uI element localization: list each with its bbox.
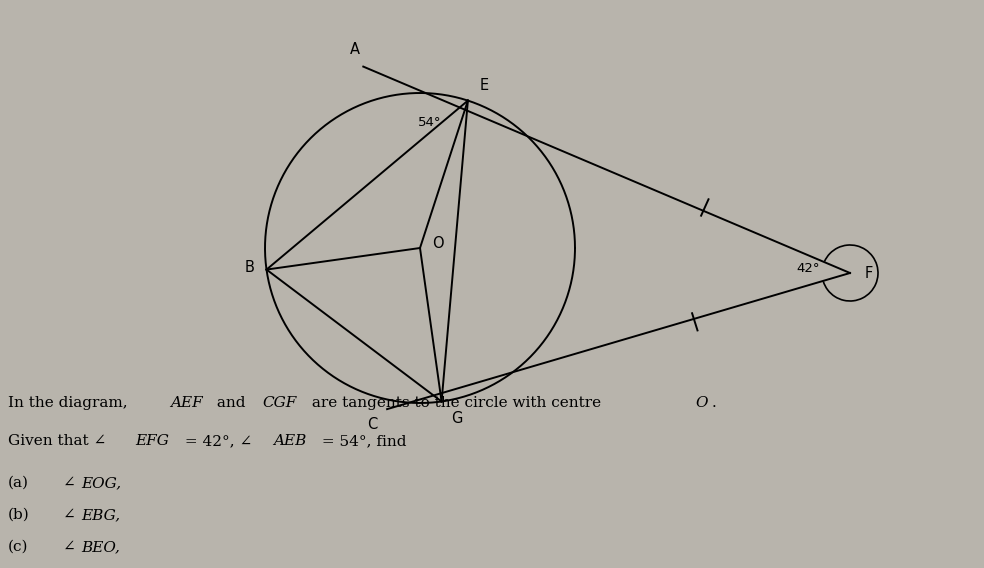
Text: B: B xyxy=(245,260,255,275)
Text: (c): (c) xyxy=(8,540,29,554)
Text: O: O xyxy=(432,236,444,250)
Text: EOG,: EOG, xyxy=(81,476,121,490)
Text: 42°: 42° xyxy=(796,262,820,275)
Text: AEB: AEB xyxy=(274,434,307,448)
Text: BEO,: BEO, xyxy=(81,540,120,554)
Text: Given that ∠: Given that ∠ xyxy=(8,434,106,448)
Text: and: and xyxy=(213,396,251,410)
Text: E: E xyxy=(480,78,489,93)
Text: C: C xyxy=(367,417,377,432)
Text: A: A xyxy=(350,41,360,57)
Text: F: F xyxy=(865,265,873,281)
Text: (a): (a) xyxy=(8,476,29,490)
Text: .: . xyxy=(711,396,716,410)
Text: are tangents to the circle with centre: are tangents to the circle with centre xyxy=(307,396,606,410)
Text: 54°: 54° xyxy=(418,116,442,129)
Text: CGF: CGF xyxy=(262,396,296,410)
Text: AEF: AEF xyxy=(169,396,203,410)
Text: ∠: ∠ xyxy=(63,508,76,522)
Text: EFG: EFG xyxy=(136,434,169,448)
Text: = 54°, find: = 54°, find xyxy=(317,434,406,448)
Text: ∠: ∠ xyxy=(63,476,76,490)
Text: G: G xyxy=(452,411,462,427)
Text: In the diagram,: In the diagram, xyxy=(8,396,133,410)
Text: (b): (b) xyxy=(8,508,30,522)
Text: = 42°, ∠: = 42°, ∠ xyxy=(180,434,252,448)
Text: O: O xyxy=(695,396,707,410)
Text: EBG,: EBG, xyxy=(81,508,120,522)
Text: ∠: ∠ xyxy=(63,540,76,554)
